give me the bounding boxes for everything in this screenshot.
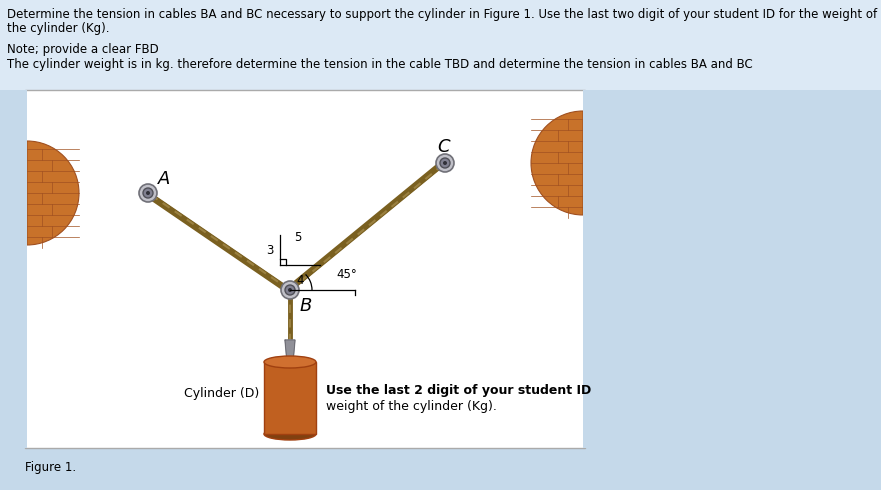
Bar <box>0 90 27 448</box>
Wedge shape <box>27 141 79 245</box>
Bar <box>25 90 585 448</box>
Text: 3: 3 <box>267 244 274 256</box>
Text: 5: 5 <box>294 230 301 244</box>
Text: 4: 4 <box>296 274 304 287</box>
Text: C: C <box>437 138 449 156</box>
Bar <box>0 0 881 90</box>
Wedge shape <box>531 111 583 215</box>
Text: B: B <box>300 297 313 315</box>
Text: the cylinder (Kg).: the cylinder (Kg). <box>7 22 109 35</box>
Circle shape <box>285 285 295 295</box>
Text: Figure 1.: Figure 1. <box>25 461 76 474</box>
Circle shape <box>288 288 292 292</box>
Bar <box>583 90 603 448</box>
Text: weight of the cylinder (Kg).: weight of the cylinder (Kg). <box>326 399 497 413</box>
Circle shape <box>281 281 299 299</box>
Ellipse shape <box>264 356 316 368</box>
Circle shape <box>443 161 447 165</box>
Text: 45°: 45° <box>336 268 357 280</box>
Text: Determine the tension in cables BA and BC necessary to support the cylinder in F: Determine the tension in cables BA and B… <box>7 8 877 21</box>
Circle shape <box>139 184 157 202</box>
Ellipse shape <box>264 428 316 440</box>
Text: Use the last 2 digit of your student ID: Use the last 2 digit of your student ID <box>326 384 591 396</box>
Circle shape <box>440 158 450 168</box>
Circle shape <box>436 154 454 172</box>
Bar <box>264 362 316 434</box>
Text: A: A <box>158 170 170 188</box>
Text: The cylinder weight is in kg. therefore determine the tension in the cable TBD a: The cylinder weight is in kg. therefore … <box>7 58 752 71</box>
Text: Cylinder (D): Cylinder (D) <box>184 387 259 399</box>
Text: Note; provide a clear FBD: Note; provide a clear FBD <box>7 43 159 56</box>
Circle shape <box>146 191 150 195</box>
Polygon shape <box>285 340 295 362</box>
Circle shape <box>143 188 153 198</box>
